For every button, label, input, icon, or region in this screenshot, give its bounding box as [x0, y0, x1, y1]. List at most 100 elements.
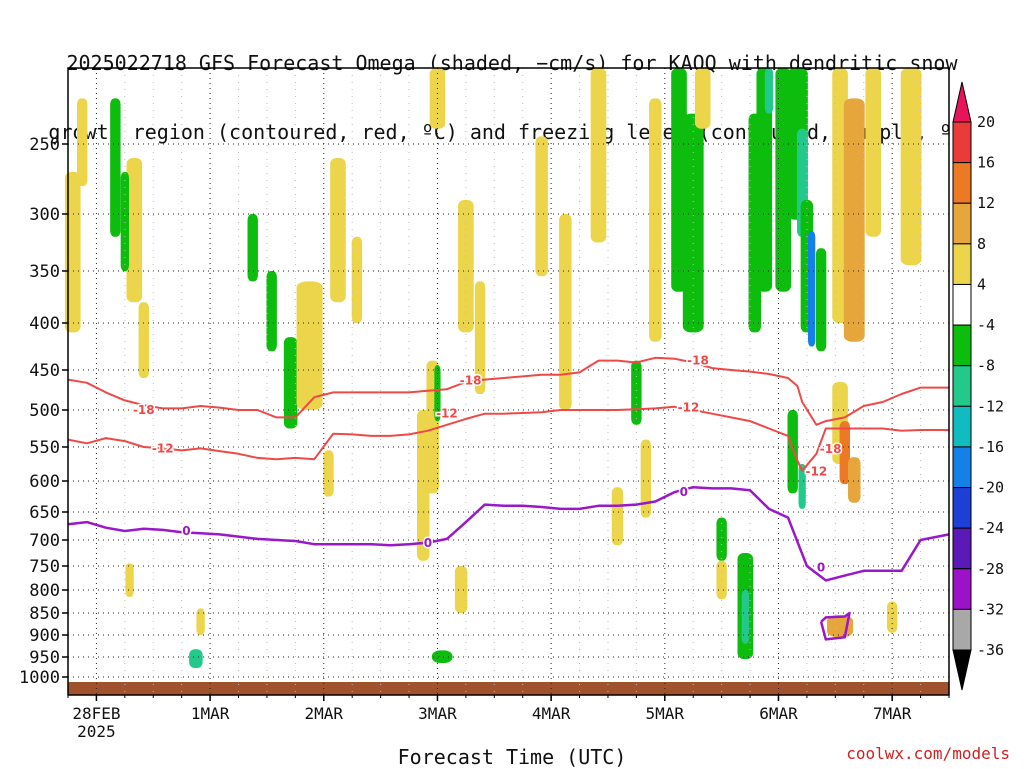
y-tick-label: 450: [29, 361, 60, 381]
grid-layer: [67, 68, 950, 695]
axes-layer: 2503003504004505005506006507007508008509…: [19, 67, 950, 741]
omega-cell: [196, 608, 205, 635]
contour-label-minus18: -18: [133, 403, 155, 417]
omega-cell: [741, 590, 749, 644]
y-tick-label: 250: [29, 135, 60, 155]
omega-cell: [458, 200, 474, 333]
colorbar-bin: [952, 324, 972, 367]
omega-cell: [416, 410, 430, 561]
colorbar-label: 8: [977, 235, 986, 253]
colorbar-bin: [952, 243, 972, 285]
colorbar-label: 16: [977, 154, 995, 172]
y-tick-label: 300: [29, 205, 60, 225]
omega-cell: [247, 214, 258, 282]
contour-label-minus18: -18: [820, 442, 842, 456]
omega-cell: [649, 98, 662, 342]
y-tick-label: 750: [29, 557, 60, 577]
colorbar-bin: [952, 162, 972, 204]
y-tick-label: 400: [29, 314, 60, 334]
colorbar-bin: [952, 568, 972, 610]
colorbar-label: -4: [977, 316, 995, 334]
omega-cell: [330, 158, 346, 303]
colorbar-bin: [952, 487, 972, 529]
colorbar-bin: [952, 121, 972, 164]
omega-cell: [454, 566, 468, 613]
colorbar-label: -24: [977, 519, 1004, 537]
colorbar-bin: [952, 405, 972, 448]
y-tick-label: 850: [29, 604, 60, 624]
x-tick-sublabel: 2025: [77, 722, 116, 741]
omega-cell: [125, 563, 134, 597]
contour-label-freezing: 0: [182, 524, 190, 538]
colorbar-bottom-arrow: [952, 649, 972, 691]
omega-cell: [807, 231, 816, 347]
y-tick-label: 350: [29, 262, 60, 282]
contour-label-minus12: -12: [678, 401, 700, 415]
contour-minus18: [67, 356, 949, 426]
omega-cell: [865, 68, 882, 237]
colorbar-label: -36: [977, 641, 1004, 659]
omega-cell: [283, 337, 298, 429]
omega-cell: [716, 517, 727, 561]
x-tick-label: 2MAR: [305, 704, 344, 723]
contour-label-minus18: -18: [687, 354, 709, 368]
omega-shading-layer: [64, 68, 922, 668]
x-tick-label: 1MAR: [191, 704, 230, 723]
omega-cell: [798, 464, 806, 509]
terrain-layer: [68, 682, 949, 695]
colorbar-label: -8: [977, 357, 995, 375]
omega-cell: [138, 302, 149, 378]
contour-label-freezing: 0: [817, 560, 825, 574]
colorbar-bin: [952, 446, 972, 489]
colorbar-label: -20: [977, 479, 1004, 497]
omega-cell: [631, 360, 642, 425]
colorbar-bin: [952, 365, 972, 407]
omega-cell: [611, 487, 624, 546]
colorbar-label: -32: [977, 600, 1004, 618]
omega-cell: [839, 421, 851, 485]
colorbar-label: 20: [977, 113, 995, 131]
colorbar-label: -16: [977, 438, 1004, 456]
omega-cell: [64, 172, 81, 333]
x-tick-label: 7MAR: [873, 704, 912, 723]
colorbar-label: -12: [977, 397, 1004, 415]
omega-cell: [815, 248, 827, 352]
omega-cell: [848, 457, 861, 503]
contour-label-minus18: -18: [460, 373, 482, 387]
omega-cell: [189, 649, 203, 668]
omega-cell: [900, 68, 922, 266]
omega-cell: [787, 410, 798, 494]
omega-cell: [535, 136, 548, 277]
omega-cell: [590, 68, 607, 243]
y-tick-label: 800: [29, 581, 60, 601]
colorbar-bin: [952, 202, 972, 245]
terrain-surface: [68, 682, 949, 695]
x-axis-label: Forecast Time (UTC): [397, 745, 627, 769]
omega-cell: [756, 68, 773, 292]
colorbar-top-arrow: [952, 81, 972, 123]
y-tick-label: 1000: [19, 668, 60, 688]
omega-cell: [474, 281, 486, 394]
x-tick-label: 5MAR: [646, 704, 685, 723]
omega-cell: [120, 172, 130, 271]
contour-freezing-level: [67, 485, 950, 582]
omega-cell: [559, 214, 572, 410]
omega-cell: [886, 601, 898, 633]
contour-minus12: [67, 405, 949, 472]
contour-label-minus12: -12: [436, 407, 458, 421]
omega-cell: [843, 98, 865, 342]
colorbar-label: 12: [977, 194, 995, 212]
y-tick-label: 650: [29, 503, 60, 523]
x-tick-label: 6MAR: [759, 704, 798, 723]
y-tick-label: 900: [29, 626, 60, 646]
contour-label-freezing: 0: [424, 536, 432, 550]
colorbar-layer: 20 16 12 8 4 -4 -8 -12 -16 -20 -24 -28 -32 -36: [952, 81, 1004, 691]
omega-cell: [764, 68, 774, 114]
x-tick-label: 4MAR: [532, 704, 571, 723]
omega-cell: [296, 281, 323, 410]
omega-cell: [640, 439, 652, 518]
y-tick-label: 600: [29, 472, 60, 492]
omega-cell: [266, 271, 277, 352]
y-tick-label: 950: [29, 648, 60, 668]
omega-cell: [76, 98, 88, 186]
